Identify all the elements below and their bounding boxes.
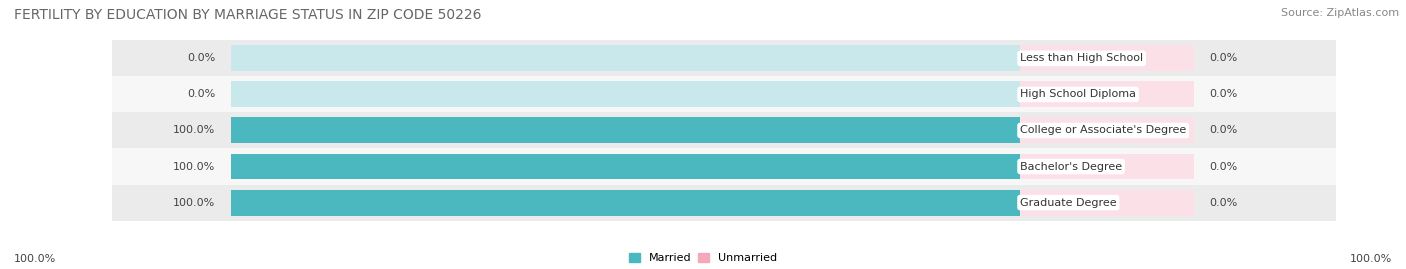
Bar [1019, 45, 1194, 71]
Text: 100.0%: 100.0% [173, 197, 215, 208]
Text: Source: ZipAtlas.com: Source: ZipAtlas.com [1281, 8, 1399, 18]
Text: 0.0%: 0.0% [1209, 125, 1237, 136]
Bar [231, 118, 1019, 143]
Text: 0.0%: 0.0% [1209, 197, 1237, 208]
Text: 100.0%: 100.0% [173, 161, 215, 172]
Bar [112, 185, 1336, 221]
Bar [1019, 190, 1194, 215]
Text: 0.0%: 0.0% [187, 53, 215, 63]
Text: 0.0%: 0.0% [187, 89, 215, 100]
Text: Bachelor's Degree: Bachelor's Degree [1019, 161, 1122, 172]
Text: 0.0%: 0.0% [1209, 161, 1237, 172]
Bar [231, 154, 1019, 179]
Bar [112, 76, 1336, 112]
Bar [1019, 118, 1194, 143]
Text: FERTILITY BY EDUCATION BY MARRIAGE STATUS IN ZIP CODE 50226: FERTILITY BY EDUCATION BY MARRIAGE STATU… [14, 8, 482, 22]
Text: 0.0%: 0.0% [1209, 89, 1237, 100]
Legend: Married, Unmarried: Married, Unmarried [630, 253, 776, 263]
Bar [112, 112, 1336, 148]
Bar [231, 118, 1019, 143]
Bar [231, 190, 1019, 215]
Bar [112, 148, 1336, 185]
Bar [231, 154, 1019, 179]
Bar [231, 190, 1019, 215]
Bar [1019, 82, 1194, 107]
Bar [112, 40, 1336, 76]
Bar [1019, 154, 1194, 179]
Text: Less than High School: Less than High School [1019, 53, 1143, 63]
Text: 100.0%: 100.0% [173, 125, 215, 136]
Bar [231, 45, 1019, 71]
Text: 100.0%: 100.0% [14, 254, 56, 264]
Bar [231, 82, 1019, 107]
Text: Graduate Degree: Graduate Degree [1019, 197, 1116, 208]
Text: 100.0%: 100.0% [1350, 254, 1392, 264]
Text: College or Associate's Degree: College or Associate's Degree [1019, 125, 1187, 136]
Text: 0.0%: 0.0% [1209, 53, 1237, 63]
Text: High School Diploma: High School Diploma [1019, 89, 1136, 100]
